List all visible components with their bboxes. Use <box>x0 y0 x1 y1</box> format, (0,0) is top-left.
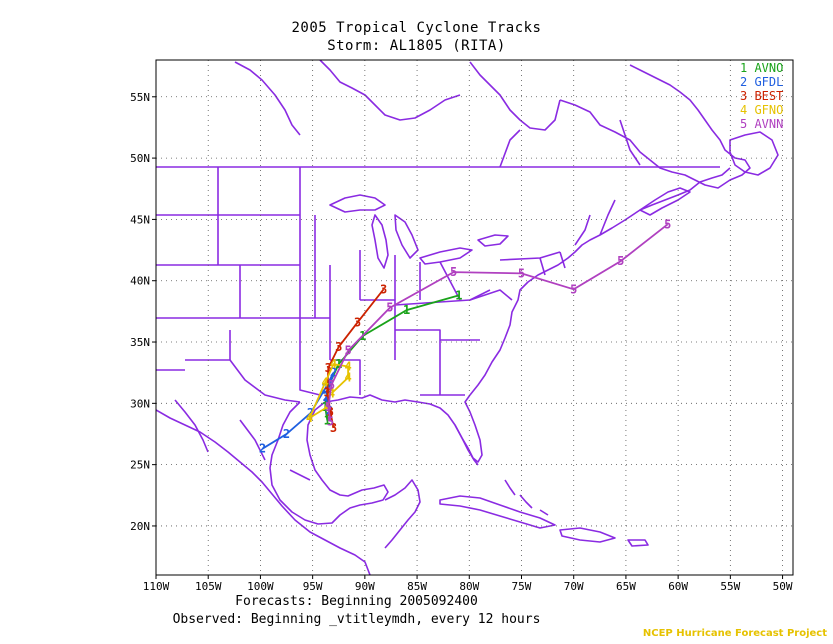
chart-title: 2005 Tropical Cyclone Tracks <box>291 20 542 36</box>
legend-entry-gfno: 4 GFNO <box>740 103 783 117</box>
coastlines-and-borders <box>156 60 779 575</box>
track-marker-gfdl: 2 <box>283 427 290 441</box>
track-marker-avnn: 5 <box>570 282 577 296</box>
lon-tick-label: 65W <box>616 580 636 593</box>
track-line-gfno <box>307 363 350 421</box>
track-marker-gfdl: 2 <box>323 390 330 404</box>
track-marker-avno: 1 <box>403 303 410 317</box>
lat-tick-label: 50N <box>130 152 150 165</box>
lon-tick-label: 80W <box>459 580 479 593</box>
track-marker-best: 3 <box>324 385 331 399</box>
lon-tick-label: 55W <box>720 580 740 593</box>
lat-tick-label: 20N <box>130 520 150 533</box>
track-line-best <box>326 288 385 429</box>
lat-tick-label: 25N <box>130 459 150 472</box>
track-marker-best: 3 <box>325 361 332 375</box>
track-marker-avnn: 5 <box>450 265 457 279</box>
track-marker-gfno: 4 <box>345 360 352 374</box>
footer-observed: Observed: Beginning _vtitleymdh, every 1… <box>172 612 541 627</box>
track-marker-best: 3 <box>335 340 342 354</box>
lat-lon-grid <box>156 60 793 575</box>
track-marker-avnn: 5 <box>345 344 352 358</box>
legend-entry-avnn: 5 AVNN <box>740 117 783 131</box>
lat-tick-label: 35N <box>130 336 150 349</box>
credit-text: NCEP Hurricane Forecast Project <box>642 628 827 639</box>
track-marker-avnn: 5 <box>327 415 334 429</box>
track-marker-gfdl: 2 <box>259 442 266 456</box>
lon-tick-label: 85W <box>407 580 427 593</box>
legend-entry-best: 3 BEST <box>740 89 783 103</box>
track-marker-gfno: 4 <box>330 357 337 371</box>
track-marker-gfno: 4 <box>324 400 331 414</box>
track-marker-best: 3 <box>330 421 337 435</box>
map-frame <box>155 59 794 576</box>
legend-entry-avno: 1 AVNO <box>740 61 783 75</box>
axis-ticks: 110W 105W 100W 95W 90W 85W 80W 75W 70W 65W 60W 55W 5… <box>130 91 793 593</box>
track-marker-gfno: 4 <box>345 371 352 385</box>
track-marker-avno: 1 <box>324 414 331 428</box>
track-marker-best: 3 <box>380 282 387 296</box>
track-marker-avnn: 5 <box>617 254 624 268</box>
chart-subtitle: Storm: AL1805 (RITA) <box>327 38 506 54</box>
track-line-avnn <box>327 223 669 422</box>
track-line-gfdl <box>262 372 335 450</box>
lat-tick-label: 55N <box>130 91 150 104</box>
track-marker-gfno: 4 <box>306 411 313 425</box>
lon-tick-label: 90W <box>355 580 375 593</box>
lon-tick-label: 60W <box>668 580 688 593</box>
lon-tick-label: 100W <box>247 580 274 593</box>
lat-tick-label: 45N <box>130 213 150 226</box>
lat-tick-label: 30N <box>130 397 150 410</box>
lon-tick-label: 95W <box>303 580 323 593</box>
track-marker-avnn: 5 <box>325 400 332 414</box>
lon-tick-label: 75W <box>512 580 532 593</box>
track-marker-best: 3 <box>327 405 334 419</box>
track-marker-gfno: 4 <box>322 375 329 389</box>
footer-forecasts: Forecasts: Beginning 2005092400 <box>235 594 478 609</box>
track-marker-gfdl: 2 <box>307 406 314 420</box>
legend-entry-gfdl: 2 GFDL <box>740 75 783 89</box>
lat-tick-label: 40N <box>130 275 150 288</box>
track-marker-avno: 1 <box>322 400 329 414</box>
lon-tick-label: 70W <box>564 580 584 593</box>
track-marker-avnn: 5 <box>328 378 335 392</box>
track-marker-avnn: 5 <box>518 266 525 280</box>
track-marker-avnn: 5 <box>664 217 671 231</box>
lon-tick-label: 110W <box>143 580 170 593</box>
lon-tick-label: 50W <box>773 580 793 593</box>
track-marker-avno: 1 <box>455 288 462 302</box>
track-marker-gfno: 4 <box>328 387 335 401</box>
track-marker-best: 3 <box>354 315 361 329</box>
track-marker-gfdl: 2 <box>330 366 337 380</box>
lon-tick-label: 105W <box>195 580 222 593</box>
track-marker-avnn: 5 <box>386 301 393 315</box>
track-marker-gfdl: 2 <box>322 382 329 396</box>
